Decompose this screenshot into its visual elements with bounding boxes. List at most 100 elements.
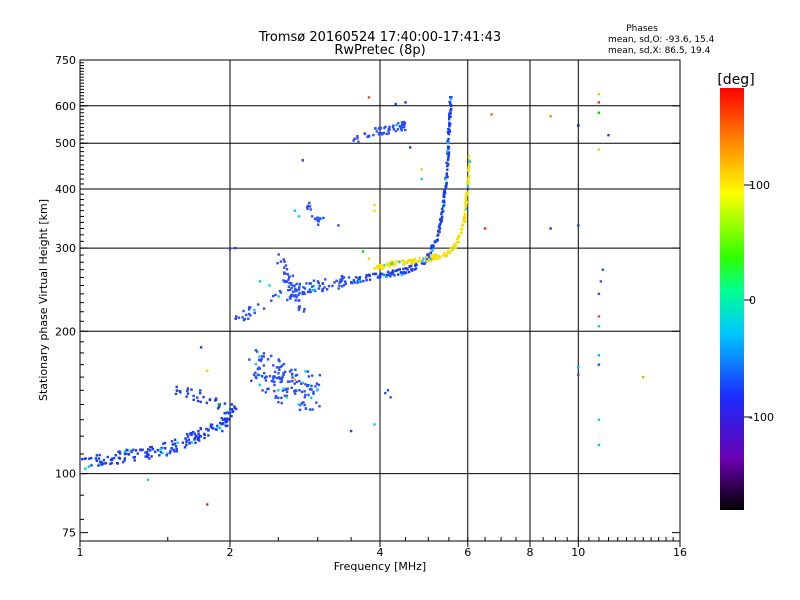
data-point xyxy=(385,275,388,278)
data-point xyxy=(304,407,308,410)
data-point xyxy=(266,388,269,391)
data-point xyxy=(388,125,391,128)
data-point xyxy=(387,132,390,135)
data-point xyxy=(392,261,396,264)
data-point xyxy=(186,387,190,390)
data-point xyxy=(304,370,307,373)
data-point xyxy=(186,389,189,393)
data-point xyxy=(597,111,601,114)
data-point xyxy=(341,285,344,288)
data-point xyxy=(394,102,397,106)
data-point xyxy=(103,462,106,465)
grid-lines xyxy=(80,60,680,541)
data-point xyxy=(448,118,451,121)
data-point xyxy=(306,384,310,387)
data-point xyxy=(273,383,276,387)
data-point xyxy=(272,294,275,298)
data-point xyxy=(292,284,295,288)
data-point xyxy=(149,449,152,452)
data-point xyxy=(358,276,362,279)
data-point xyxy=(134,449,138,452)
data-point xyxy=(423,262,426,265)
data-point xyxy=(376,265,379,268)
data-point xyxy=(234,317,237,320)
data-point xyxy=(277,376,281,379)
data-point xyxy=(317,287,321,290)
x-tick-label: 4 xyxy=(377,546,384,559)
data-point xyxy=(438,230,441,234)
data-point xyxy=(260,357,263,361)
data-point xyxy=(457,240,460,244)
data-point xyxy=(402,262,406,265)
data-point xyxy=(190,433,193,437)
data-point xyxy=(444,254,447,258)
data-point xyxy=(429,257,432,261)
data-point xyxy=(412,261,415,264)
data-point xyxy=(317,383,321,387)
data-point xyxy=(404,101,407,104)
data-point xyxy=(443,192,447,195)
data-point xyxy=(258,383,261,386)
data-point xyxy=(114,454,117,457)
data-point xyxy=(245,313,248,317)
data-point xyxy=(218,427,222,430)
data-point xyxy=(274,293,277,297)
data-point xyxy=(310,285,314,288)
data-point xyxy=(449,97,453,101)
data-point xyxy=(443,202,446,205)
data-point xyxy=(309,208,312,211)
data-point xyxy=(148,457,151,460)
data-point xyxy=(318,217,321,220)
data-point xyxy=(408,265,412,268)
data-point xyxy=(431,257,434,261)
data-point xyxy=(288,276,291,279)
data-point xyxy=(422,257,425,260)
data-point xyxy=(378,127,381,130)
data-point xyxy=(410,261,413,265)
data-point xyxy=(463,214,467,217)
data-point xyxy=(407,260,410,263)
chart-title: Tromsø 20160524 17:40:00-17:41:43 xyxy=(258,30,501,45)
data-point xyxy=(363,132,366,135)
data-point xyxy=(179,391,182,394)
data-point xyxy=(276,262,279,265)
data-point xyxy=(308,388,312,391)
data-point xyxy=(396,128,400,131)
data-point xyxy=(317,220,320,223)
data-point xyxy=(282,362,286,366)
data-point xyxy=(297,308,301,311)
data-point xyxy=(597,363,601,366)
data-point xyxy=(272,375,275,378)
data-point xyxy=(312,392,315,395)
data-point xyxy=(438,223,441,227)
data-point xyxy=(290,283,293,286)
data-point xyxy=(464,198,467,201)
data-point xyxy=(192,398,195,401)
data-point xyxy=(465,204,468,207)
data-point xyxy=(106,455,109,459)
data-point xyxy=(373,203,376,207)
data-point xyxy=(392,128,395,131)
data-point xyxy=(232,409,235,413)
data-point xyxy=(298,379,301,383)
data-point xyxy=(300,390,304,393)
data-point xyxy=(395,269,399,272)
data-point xyxy=(262,352,266,355)
data-point xyxy=(288,296,292,299)
data-point xyxy=(448,123,451,127)
data-point xyxy=(301,290,304,294)
data-point xyxy=(365,279,368,282)
data-point xyxy=(278,360,281,363)
data-point xyxy=(415,263,418,267)
data-point xyxy=(355,276,358,279)
data-point xyxy=(104,462,108,465)
data-point xyxy=(357,140,360,143)
data-point xyxy=(214,397,218,400)
data-point xyxy=(417,259,420,263)
data-point xyxy=(298,389,301,392)
data-point xyxy=(375,130,378,133)
data-point xyxy=(439,220,443,223)
x-tick-label: 1 xyxy=(77,546,84,559)
